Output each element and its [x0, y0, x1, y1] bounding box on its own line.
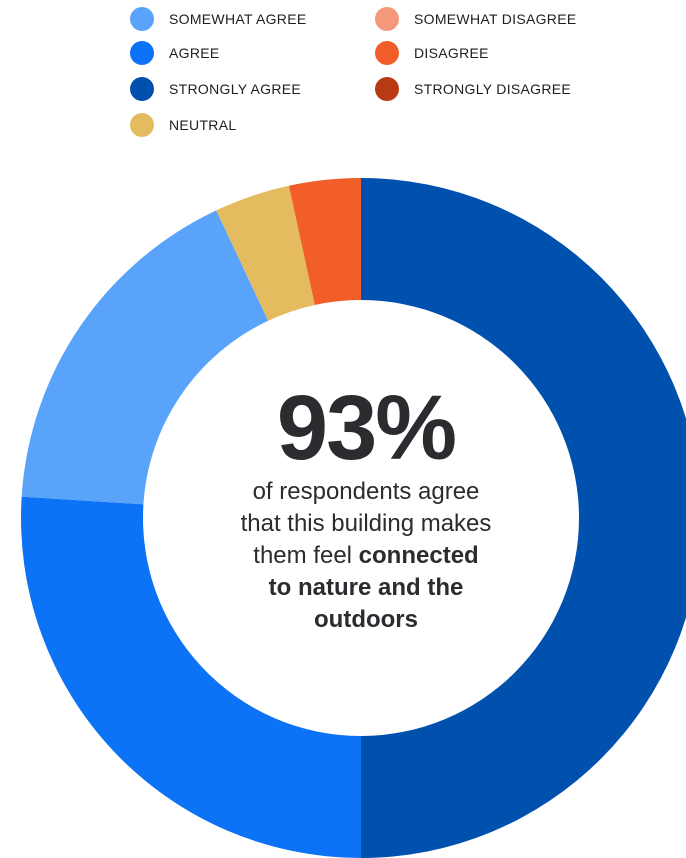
caption-line-3: them feel connected: [196, 540, 536, 572]
slice-disagree: [288, 178, 361, 305]
slice-somewhat-agree: [21, 210, 269, 505]
caption-emphasis: to nature and the: [268, 574, 464, 601]
legend-item-somewhat-agree: SOMEWHAT AGREE: [130, 6, 306, 32]
legend-item-agree: AGREE: [130, 40, 220, 66]
legend-swatch-somewhat-disagree: [375, 7, 399, 31]
legend-label: AGREE: [169, 45, 220, 61]
caption-line-1: of respondents agree: [252, 478, 480, 505]
donut-center-label: 93% of respondents agree that this build…: [196, 378, 536, 636]
caption-emphasis: outdoors: [314, 606, 418, 633]
donut-chart: [20, 178, 686, 858]
chart-legend: SOMEWHAT AGREE SOMEWHAT DISAGREE AGREE D…: [0, 0, 686, 150]
legend-label: SOMEWHAT AGREE: [169, 11, 307, 27]
slice-strongly-agree: [361, 178, 686, 858]
slice-neutral: [216, 185, 315, 321]
legend-item-disagree: DISAGREE: [375, 40, 489, 66]
legend-label: STRONGLY AGREE: [169, 81, 302, 97]
legend-label: SOMEWHAT DISAGREE: [414, 11, 577, 27]
legend-item-neutral: NEUTRAL: [130, 112, 236, 138]
donut-slices: [20, 178, 686, 858]
legend-swatch-disagree: [375, 41, 399, 65]
caption-line-5: outdoors: [196, 604, 536, 636]
legend-label: DISAGREE: [414, 45, 489, 61]
legend-label: NEUTRAL: [169, 117, 237, 133]
headline-caption: of respondents agree that this building …: [196, 476, 536, 636]
caption-line-4: to nature and the: [196, 572, 536, 604]
caption-emphasis: connected: [358, 542, 479, 569]
headline-percentage: 93%: [276, 377, 457, 479]
legend-swatch-neutral: [130, 113, 154, 137]
legend-swatch-somewhat-agree: [130, 7, 154, 31]
caption-line-3-text: them feel: [253, 542, 359, 569]
legend-item-somewhat-disagree: SOMEWHAT DISAGREE: [375, 6, 577, 32]
legend-swatch-strongly-disagree: [375, 77, 399, 101]
slice-agree: [20, 496, 361, 858]
legend-item-strongly-agree: STRONGLY AGREE: [130, 76, 301, 102]
legend-swatch-agree: [130, 41, 154, 65]
legend-label: STRONGLY DISAGREE: [414, 81, 572, 97]
legend-swatch-strongly-agree: [130, 77, 154, 101]
caption-line-2: that this building makes: [240, 510, 492, 537]
legend-item-strongly-disagree: STRONGLY DISAGREE: [375, 76, 571, 102]
